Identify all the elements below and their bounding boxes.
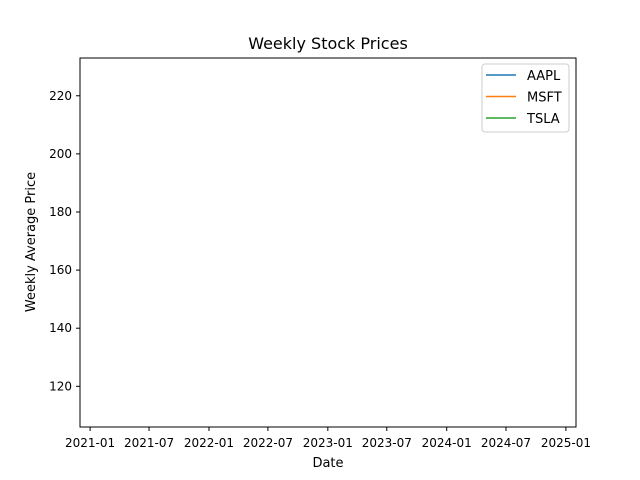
legend-label-msft: MSFT (527, 91, 562, 106)
y-tick-label: 140 (49, 321, 72, 335)
legend: AAPL MSFT TSLA (481, 63, 570, 133)
y-axis: 120 140 160 180 200 220 (49, 89, 80, 393)
y-tick-label: 200 (49, 147, 72, 161)
y-tick-label: 120 (49, 379, 72, 393)
x-tick-label: 2022-07 (243, 436, 293, 450)
x-tick-label: 2024-01 (422, 436, 472, 450)
legend-box (481, 63, 570, 133)
y-tick-label: 220 (49, 89, 72, 103)
x-axis-label: Date (312, 456, 343, 471)
x-tick-label: 2023-07 (362, 436, 412, 450)
chart-title: Weekly Stock Prices (248, 34, 408, 53)
x-tick-label: 2021-01 (65, 436, 115, 450)
y-axis-label: Weekly Average Price (24, 172, 39, 312)
x-tick-label: 2022-01 (184, 436, 234, 450)
legend-label-tsla: TSLA (526, 112, 560, 127)
y-tick-label: 180 (49, 205, 72, 219)
x-axis: 2021-01 2021-07 2022-01 2022-07 2023-01 2023-… (65, 427, 591, 450)
x-tick-label: 2025-01 (541, 436, 591, 450)
x-tick-label: 2021-07 (124, 436, 174, 450)
x-tick-label: 2024-07 (481, 436, 531, 450)
legend-label-aapl: AAPL (527, 69, 561, 84)
y-tick-label: 160 (49, 263, 72, 277)
x-tick-label: 2023-01 (303, 436, 353, 450)
